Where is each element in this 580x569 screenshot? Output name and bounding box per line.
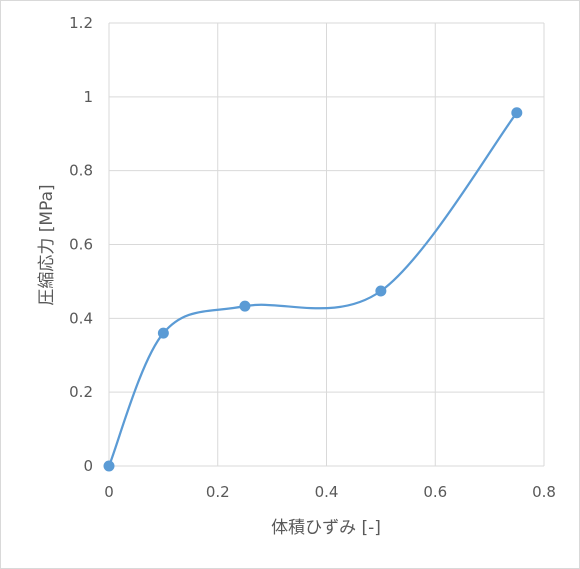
x-tick-label: 0 — [104, 483, 114, 501]
data-point — [157, 327, 169, 339]
data-point — [239, 300, 251, 312]
y-tick-labels: 0 0.2 0.4 0.6 0.8 1 1.2 — [69, 14, 93, 475]
y-tick-label: 0.6 — [69, 236, 93, 254]
y-tick-label: 0.4 — [69, 309, 93, 327]
gridlines — [108, 22, 545, 467]
y-tick-label: 0.2 — [69, 383, 93, 401]
y-tick-label: 0 — [83, 457, 93, 475]
x-tick-labels: 0 0.2 0.4 0.6 0.8 — [104, 483, 556, 501]
y-tick-label: 1.2 — [69, 14, 93, 32]
data-point — [103, 460, 115, 472]
series-line — [107, 111, 518, 468]
x-axis-title: 体積ひずみ [-] — [271, 518, 381, 538]
x-tick-label: 0.8 — [532, 483, 556, 501]
x-tick-label: 0.4 — [315, 483, 339, 501]
data-point — [375, 285, 387, 297]
y-axis-title: 圧縮応力 [MPa] — [37, 184, 57, 305]
y-tick-label: 1 — [83, 88, 93, 106]
series-layer — [103, 107, 523, 472]
x-tick-label: 0.2 — [206, 483, 230, 501]
data-point — [511, 107, 523, 119]
y-tick-label: 0.8 — [69, 162, 93, 180]
x-tick-label: 0.6 — [423, 483, 447, 501]
